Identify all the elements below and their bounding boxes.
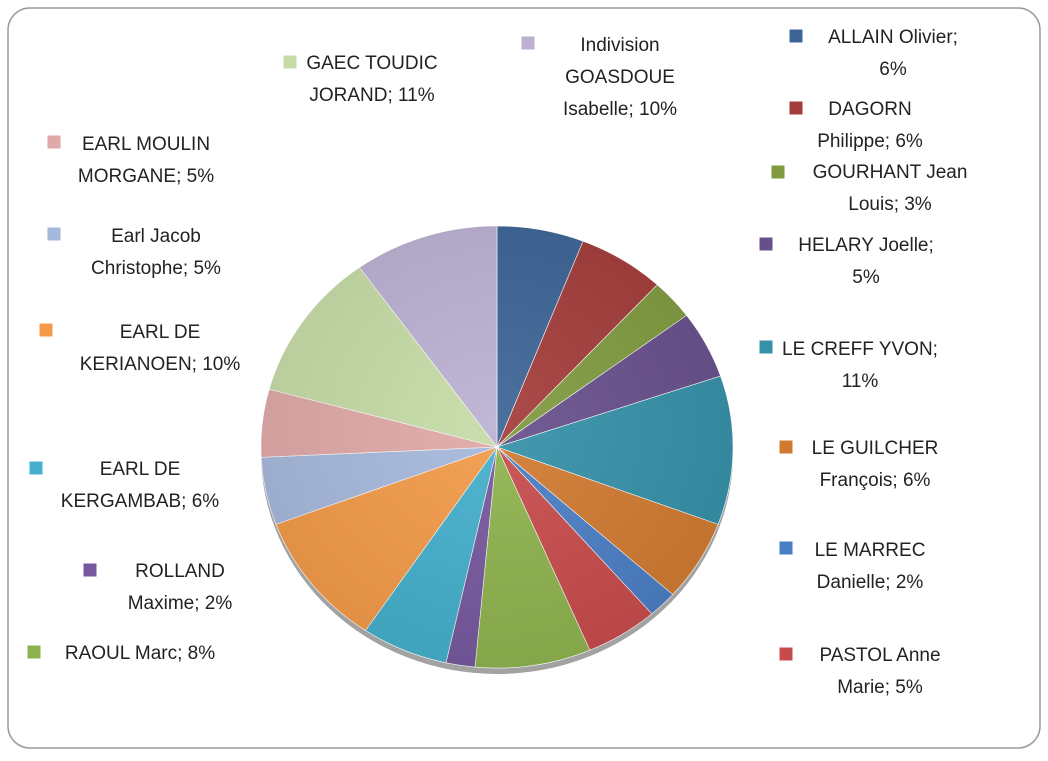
data-label: EARL DE	[100, 459, 181, 480]
data-label: ALLAIN Olivier;	[828, 27, 958, 48]
data-label: GOASDOUE	[565, 67, 675, 88]
data-label: Philippe; 6%	[817, 131, 923, 152]
label-marker	[282, 54, 298, 70]
label-marker	[778, 439, 794, 455]
data-label: ROLLAND	[135, 561, 225, 582]
data-label: EARL MOULIN	[82, 134, 210, 155]
labels: ALLAIN Olivier; 6% DAGORN Philippe; 6% GOURH…	[26, 27, 968, 698]
data-label: 6%	[879, 59, 907, 80]
label-marker	[778, 646, 794, 662]
label-marker	[788, 28, 804, 44]
label-marker	[770, 164, 786, 180]
label-marker	[520, 35, 536, 51]
data-label: LE GUILCHER	[812, 438, 939, 459]
label-marker	[758, 339, 774, 355]
data-label: Louis; 3%	[848, 194, 932, 215]
data-label: LE CREFF YVON;	[782, 339, 938, 360]
data-label: 5%	[852, 267, 880, 288]
data-label: KERIANOEN; 10%	[80, 354, 241, 375]
data-label: DAGORN	[828, 99, 911, 120]
data-label: EARL DE	[120, 322, 201, 343]
data-label: GAEC TOUDIC	[306, 53, 437, 74]
data-label: MORGANE; 5%	[78, 166, 214, 187]
data-label: Danielle; 2%	[817, 572, 924, 593]
label-marker	[28, 460, 44, 476]
data-label: Earl Jacob	[111, 226, 201, 247]
data-label: Christophe; 5%	[91, 258, 221, 279]
label-marker	[788, 100, 804, 116]
label-marker	[26, 644, 42, 660]
data-label: KERGAMBAB; 6%	[61, 491, 219, 512]
data-label: RAOUL Marc; 8%	[65, 643, 215, 664]
label-marker	[82, 562, 98, 578]
data-label: François; 6%	[820, 470, 931, 491]
label-marker	[46, 134, 62, 150]
slices	[260, 225, 734, 669]
data-label: LE MARREC	[815, 540, 926, 561]
data-label: JORAND; 11%	[309, 85, 434, 106]
data-label: Marie; 5%	[837, 677, 923, 698]
label-marker	[46, 226, 62, 242]
data-label: Indivision	[580, 35, 659, 56]
data-label: Maxime; 2%	[128, 593, 233, 614]
data-label: GOURHANT Jean	[813, 162, 968, 183]
data-label: HELARY Joelle;	[798, 235, 934, 256]
label-marker	[778, 540, 794, 556]
label-marker	[758, 236, 774, 252]
data-label: Isabelle; 10%	[563, 99, 677, 120]
data-label: 11%	[842, 371, 879, 392]
data-label: PASTOL Anne	[819, 645, 940, 666]
label-marker	[38, 322, 54, 338]
